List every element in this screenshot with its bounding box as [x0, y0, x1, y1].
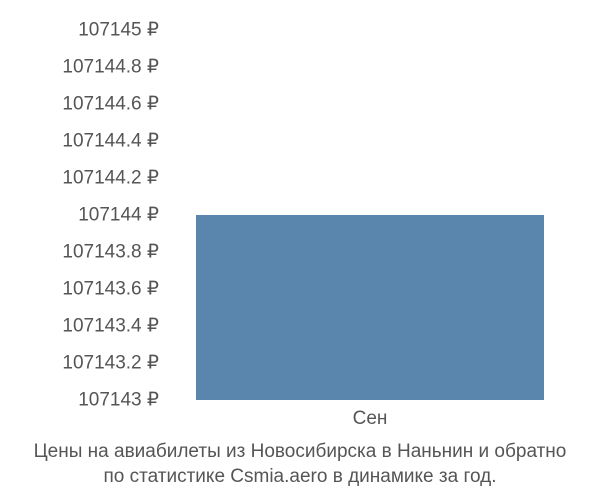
y-tick-label: 107144.4 ₽	[62, 130, 165, 153]
y-tick-label: 107144.8 ₽	[62, 56, 165, 79]
caption-line-1: Цены на авиабилеты из Новосибирска в Нан…	[34, 441, 567, 462]
y-tick-label: 107143 ₽	[78, 389, 165, 412]
bar	[196, 215, 545, 400]
y-tick-label: 107143.8 ₽	[62, 241, 165, 264]
y-tick-label: 107145 ₽	[78, 19, 165, 42]
y-tick-label: 107144 ₽	[78, 204, 165, 227]
plot-area: 107145 ₽107144.8 ₽107144.6 ₽107144.4 ₽10…	[165, 30, 575, 400]
x-tick-label: Сен	[353, 400, 388, 430]
y-tick-label: 107144.2 ₽	[62, 167, 165, 190]
y-tick-label: 107144.6 ₽	[62, 93, 165, 116]
y-tick-label: 107143.2 ₽	[62, 352, 165, 375]
price-chart: 107145 ₽ 107144.8 ₽ 107144.6 ₽ 107144.4 ₽ 10…	[0, 0, 600, 500]
y-tick-label: 107143.6 ₽	[62, 278, 165, 301]
chart-caption: Цены на авиабилеты из Новосибирска в Нан…	[0, 440, 600, 489]
y-tick-label: 107143.4 ₽	[62, 315, 165, 338]
caption-line-2: по статистике Csmia.aero в динамике за г…	[104, 466, 497, 487]
